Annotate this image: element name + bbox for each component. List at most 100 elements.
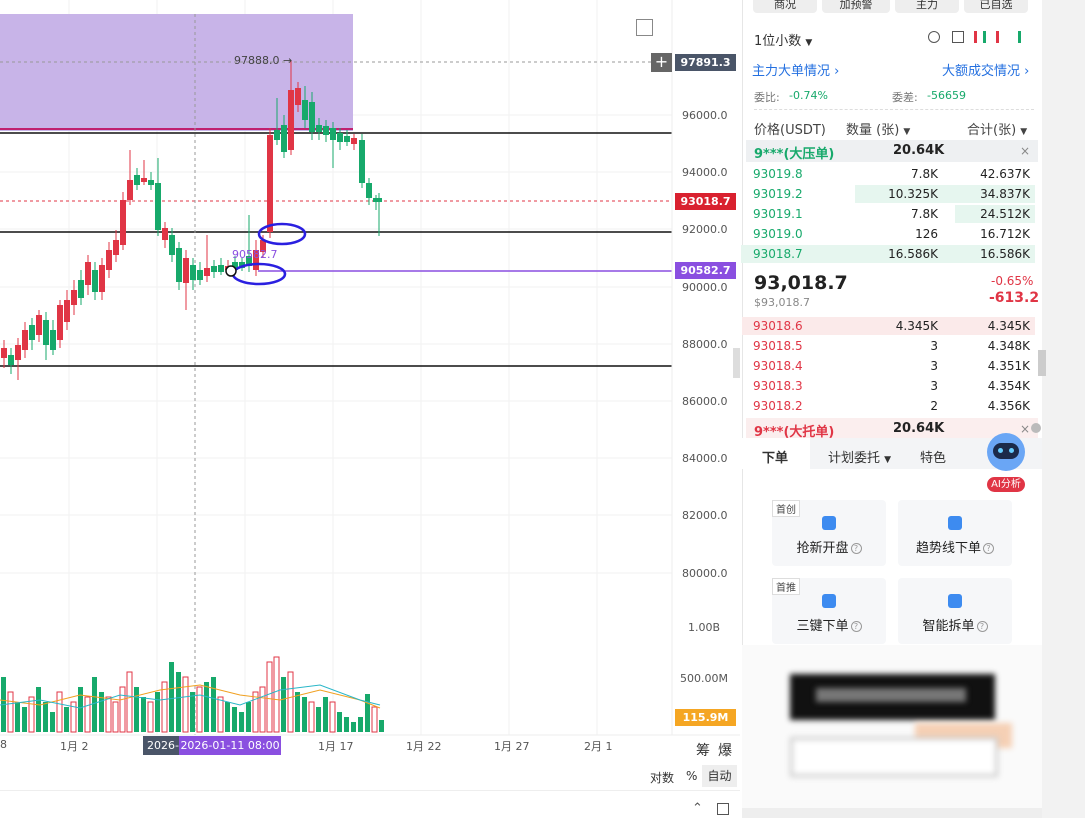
diff-value: -56659 [927,89,966,102]
view-bids-icon[interactable] [1018,31,1030,43]
side-scroll-area[interactable] [1042,0,1085,818]
ask-price: 93018.7 [753,247,803,261]
anchor-circle[interactable] [225,265,237,277]
candle-body [204,268,210,276]
layout-icon[interactable] [952,31,964,43]
ask-row[interactable]: 93019.8 7.8K 42.637K [742,164,1035,184]
expand-icon[interactable] [717,803,729,815]
high-label: 97888.0 → [234,54,293,67]
panel-splitter[interactable] [733,348,740,378]
help-icon[interactable]: ? [850,543,862,554]
ask-row[interactable]: 93018.7 16.586K 16.586K [741,244,1035,264]
ask-row[interactable]: 93019.2 10.325K 34.837K [742,184,1035,204]
fullscreen-icon[interactable] [636,19,653,36]
tab-featured[interactable]: 特色 [920,451,947,466]
diff-label: 委差: [892,91,918,104]
chart-canvas[interactable] [0,0,740,818]
ask-price: 93019.1 [753,207,803,221]
auto-scale-button[interactable]: 自动 [702,765,737,787]
candle-body [43,320,49,345]
collapse-up-icon[interactable]: ⌃ [692,801,703,816]
volume-bar [126,671,133,733]
scroll-dot[interactable] [1031,423,1041,433]
candle-body [323,126,329,135]
volume-bar [36,687,41,732]
candle-body [288,90,294,150]
candle-body [71,290,77,305]
bid-row[interactable]: 93018.5 3 4.348K [742,336,1035,356]
chevron-down-icon: ▼ [903,127,911,137]
ask-qty: 7.8K [911,207,938,221]
card-smart-split[interactable]: 智能拆单? [898,578,1012,644]
volume-bar [365,694,370,732]
ask-row[interactable]: 93019.1 7.8K 24.512K [742,204,1035,224]
volume-bar [22,707,27,732]
burst-button[interactable]: 爆 [718,743,732,759]
tab-watchlist[interactable]: 已自选 [964,0,1028,13]
view-both-icon[interactable] [974,31,986,43]
bid-row[interactable]: 93018.6 4.345K 4.345K [742,316,1035,336]
card-trendline-order[interactable]: 趋势线下单? [898,500,1012,566]
volume-bar [323,697,328,732]
y-tick: 86000.0 [682,395,728,408]
help-icon[interactable]: ? [976,621,988,632]
y-tick: 84000.0 [682,452,728,465]
volume-bar [176,672,181,732]
col-sum[interactable]: 合计(张) ▼ [967,119,1027,138]
precision-select[interactable]: 1位小数 ▼ [754,30,812,49]
settings-icon[interactable] [928,31,940,43]
tab-market[interactable]: 商况 [753,0,817,13]
help-icon[interactable]: ? [983,543,994,554]
ask-qty: 16.586K [888,247,938,261]
volume-bar [246,702,251,732]
tab-main-force[interactable]: 主力 [895,0,959,13]
close-icon[interactable]: × [1020,144,1031,158]
candle-body [85,262,91,285]
volume-bar [134,687,139,732]
ai-robot-icon[interactable] [987,433,1025,471]
card-three-key-order[interactable]: 首推 三键下单? [772,578,886,644]
tab-place-order[interactable]: 下单 [762,451,789,466]
big-trades-link[interactable]: 大额成交情况 › [942,64,1030,79]
bid-row[interactable]: 93018.3 3 4.354K [742,376,1035,396]
ask-sum: 24.512K [980,207,1030,221]
tab-plan-order[interactable]: 计划委托 ▼ [828,447,891,466]
volume-ma-1 [0,684,381,709]
tab-alert[interactable]: 加预警 [822,0,890,13]
x-tick: 8 [0,738,7,751]
card-rush-open[interactable]: 首创 抢新开盘? [772,500,886,566]
col-qty[interactable]: 数量 (张) ▼ [846,119,910,138]
volume-bar [196,686,203,733]
big-bid-row[interactable] [746,418,1038,440]
view-asks-icon[interactable] [996,31,1008,43]
help-icon[interactable]: ? [850,621,862,632]
three-key-icon [822,594,836,608]
x-tick: 1月 27 [494,740,530,753]
ratio-label: 委比: [754,91,780,104]
percent-scale-button[interactable]: % [686,769,698,783]
bid-row[interactable]: 93018.4 3 4.351K [742,356,1035,376]
ask-row[interactable]: 93019.0 126 16.712K [742,224,1035,244]
y-tick: 80000.0 [682,567,728,580]
chips-button[interactable]: 筹 [696,743,710,759]
right-splitter[interactable] [1038,350,1046,376]
close-icon[interactable]: × [1020,422,1031,436]
volume-bar [105,696,112,733]
bid-row[interactable]: 93018.2 2 4.356K [742,396,1035,416]
ai-analysis-badge[interactable]: AI分析 [987,477,1025,492]
promo-button-blurred[interactable] [790,737,998,777]
candlestick-chart[interactable]: 97888.0 → 90582.7 + 97891.3 93018.7 9058… [0,0,740,818]
big-ask-value: 20.64K [893,143,945,158]
ask-sum: 16.712K [980,227,1030,241]
volume-tag: 115.9M [675,709,736,726]
col-qty-label: 数量 (张) [846,123,900,138]
log-scale-button[interactable]: 对数 [650,771,675,785]
candle-body [113,240,119,255]
add-crosshair-icon[interactable]: + [651,53,672,72]
main-orders-link[interactable]: 主力大单情况 › [752,64,840,79]
col-sum-label: 合计(张) [967,123,1017,138]
volume-bar [141,697,146,732]
big-ask-row[interactable] [746,140,1038,162]
candle-body [99,265,105,292]
volume-bar [259,686,266,733]
